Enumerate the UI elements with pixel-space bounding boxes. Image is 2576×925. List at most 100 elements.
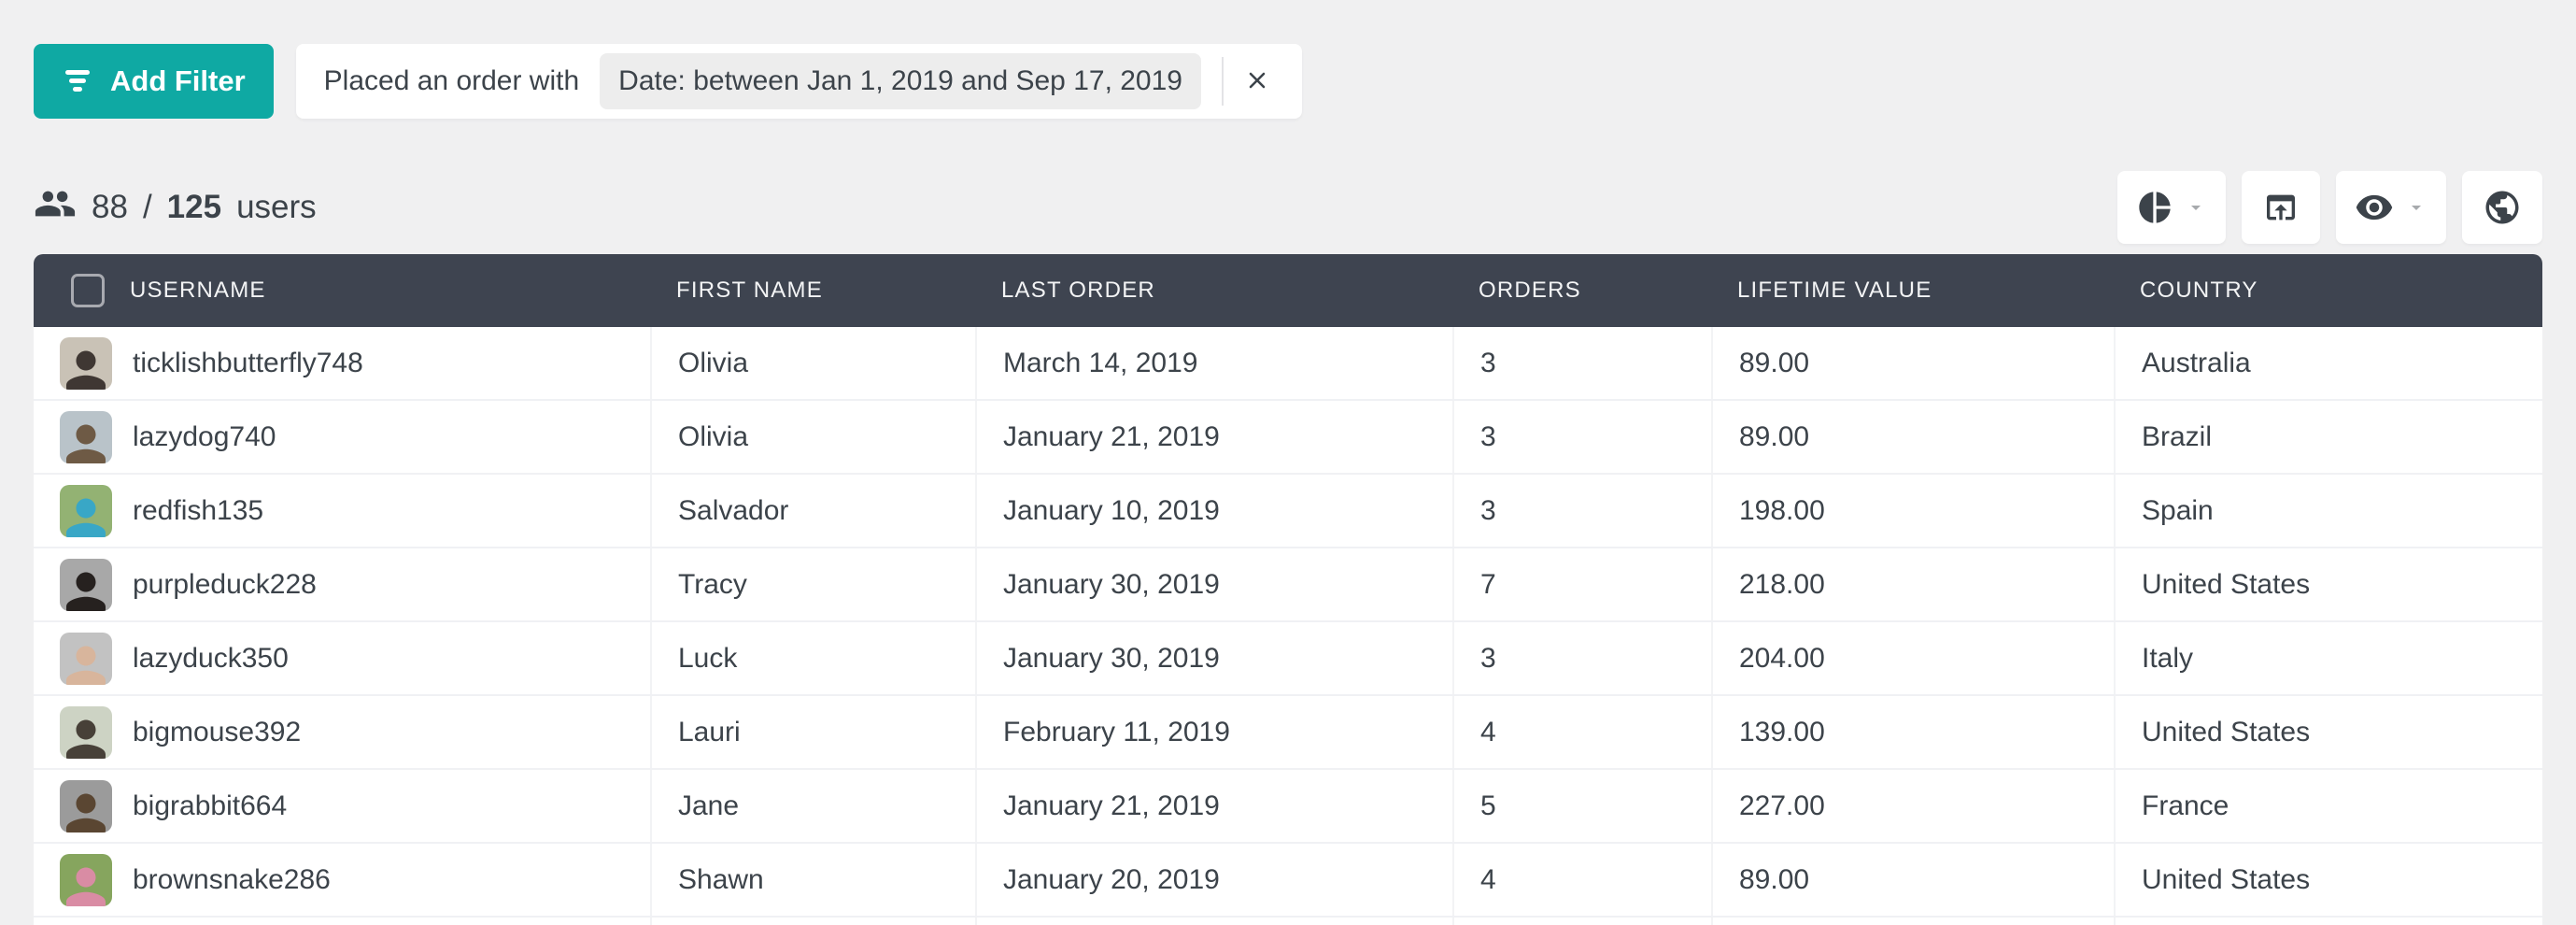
last-order-cell: January 30, 2019 [975,548,1452,620]
total-count: 125 [166,189,222,225]
column-header-last-order[interactable]: Last Order [1001,278,1155,303]
orders-cell: 3 [1452,622,1711,694]
table-row[interactable]: ticklishbutterfly748 Olivia March 14, 20… [34,327,2542,401]
table-row[interactable]: bigmouse392 Lauri February 11, 2019 4 13… [34,696,2542,770]
last-order-cell: March 14, 2019 [975,327,1452,399]
filtered-count: 88 [92,189,128,225]
users-table: Username First Name Last Order Orders Li… [34,254,2542,925]
table-header: Username First Name Last Order Orders Li… [34,254,2542,327]
user-avatar [60,410,112,463]
first-name-cell: Tracy [650,548,975,620]
lifetime-value-cell: 218.00 [1711,548,2114,620]
last-order-cell: January 21, 2019 [975,770,1452,842]
orders-cell: 4 [1452,696,1711,768]
user-avatar [60,632,112,685]
orders-cell: 4 [1452,844,1711,916]
lifetime-value-cell: 89.00 [1711,327,2114,399]
select-all-checkbox[interactable] [71,274,105,307]
filter-lines-icon [62,67,93,95]
table-row[interactable]: lazydog740 Olivia January 21, 2019 3 89.… [34,401,2542,475]
remove-filter-button[interactable] [1233,57,1281,106]
first-name-cell: Olivia [650,327,975,399]
orders-cell: 3 [1452,475,1711,547]
first-name-cell: Luck [650,622,975,694]
users-label: users [236,189,317,225]
username-cell[interactable]: ticklishbutterfly748 [133,347,363,378]
lifetime-value-cell: 139.00 [1711,696,2114,768]
table-row[interactable]: bigrabbit664 Jane January 21, 2019 5 227… [34,770,2542,844]
first-name-cell: Olivia [650,401,975,473]
export-button[interactable] [2242,171,2320,244]
country-cell: United States [2114,696,2542,768]
user-avatar [60,705,112,759]
first-name-cell: Jane [650,770,975,842]
user-avatar [60,779,112,832]
username-cell[interactable]: purpleduck228 [133,568,317,600]
visibility-button[interactable] [2336,171,2446,244]
country-cell: France [2114,770,2542,842]
table-row[interactable]: lazyduck350 Luck January 30, 2019 3 204.… [34,622,2542,696]
table-row[interactable]: redfish135 Salvador January 10, 2019 3 1… [34,475,2542,548]
globe-icon [2483,188,2522,227]
lifetime-value-cell: 227.00 [1711,770,2114,842]
username-cell[interactable]: brownsnake286 [133,863,331,895]
filter-condition-card: Placed an order with Date: between Jan 1… [295,44,1302,119]
username-cell[interactable]: lazydog740 [133,420,276,452]
eye-icon [2355,188,2394,227]
table-row-partial [34,918,2542,925]
country-cell: Spain [2114,475,2542,547]
last-order-cell: January 20, 2019 [975,844,1452,916]
geolocation-button[interactable] [2462,171,2542,244]
chip-divider [1221,57,1224,106]
column-header-country[interactable]: Country [2140,278,2258,303]
table-row[interactable]: brownsnake286 Shawn January 20, 2019 4 8… [34,844,2542,918]
close-icon [1244,67,1270,96]
user-avatar [60,558,112,611]
username-cell[interactable]: lazyduck350 [133,642,289,674]
orders-cell: 5 [1452,770,1711,842]
filter-bar: Add Filter Placed an order with Date: be… [34,44,1302,119]
last-order-cell: January 21, 2019 [975,401,1452,473]
country-cell: Australia [2114,327,2542,399]
toolbar-buttons [2117,171,2542,244]
lifetime-value-cell: 204.00 [1711,622,2114,694]
user-avatar [60,853,112,906]
username-cell[interactable]: bigmouse392 [133,716,302,747]
first-name-cell: Lauri [650,696,975,768]
filter-condition-label: Placed an order with [323,65,580,96]
orders-cell: 3 [1452,401,1711,473]
export-icon [2262,189,2300,226]
column-header-username-group: Username [34,254,650,327]
lifetime-value-cell: 89.00 [1711,401,2114,473]
orders-cell: 3 [1452,327,1711,399]
charts-button[interactable] [2117,171,2226,244]
table-row[interactable]: purpleduck228 Tracy January 30, 2019 7 2… [34,548,2542,622]
lifetime-value-cell: 89.00 [1711,844,2114,916]
country-cell: United States [2114,548,2542,620]
column-header-orders[interactable]: Orders [1479,278,1581,303]
country-cell: Italy [2114,622,2542,694]
add-filter-label: Add Filter [110,64,246,97]
last-order-cell: February 11, 2019 [975,696,1452,768]
user-avatar [60,484,112,537]
country-cell: Brazil [2114,401,2542,473]
column-header-first-name[interactable]: First Name [676,278,823,303]
users-count: 88 / 125 users [34,182,317,234]
last-order-cell: January 30, 2019 [975,622,1452,694]
people-icon [34,182,77,234]
country-cell: United States [2114,844,2542,916]
count-separator: / [142,189,152,225]
first-name-cell: Salvador [650,475,975,547]
chevron-down-icon [2405,196,2427,219]
last-order-cell: January 10, 2019 [975,475,1452,547]
first-name-cell: Shawn [650,844,975,916]
chevron-down-icon [2185,196,2207,219]
table-body: ticklishbutterfly748 Olivia March 14, 20… [34,327,2542,918]
pie-chart-icon [2136,189,2173,226]
column-header-lifetime-value[interactable]: Lifetime Value [1737,278,1932,303]
add-filter-button[interactable]: Add Filter [34,44,274,119]
username-cell[interactable]: bigrabbit664 [133,790,288,821]
column-header-username[interactable]: Username [130,278,266,303]
date-filter-chip[interactable]: Date: between Jan 1, 2019 and Sep 17, 20… [600,53,1201,109]
username-cell[interactable]: redfish135 [133,494,264,526]
